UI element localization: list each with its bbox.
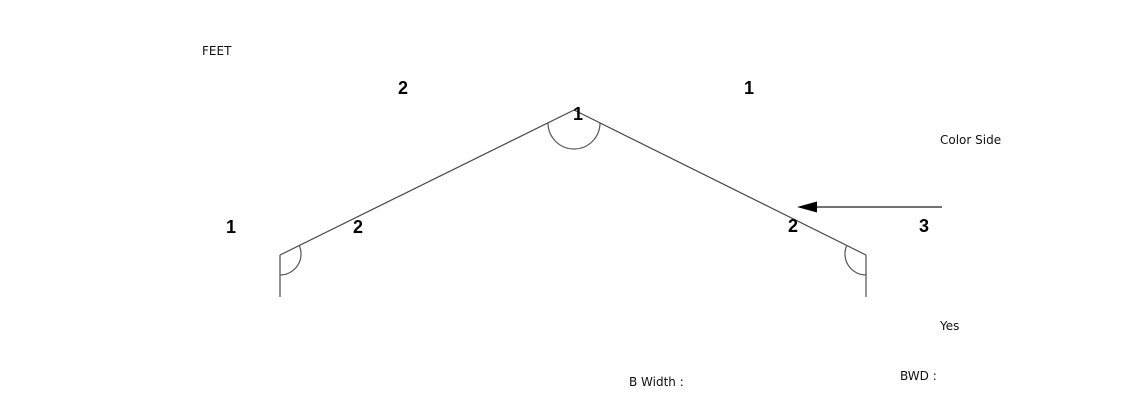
apex-angle-arc <box>547 122 601 150</box>
left-corner-angle-arc <box>279 244 302 276</box>
right-corner-angle-arc <box>844 244 867 276</box>
right-roof-slope-line <box>573 109 867 256</box>
b-width-label: B Width : <box>629 375 684 389</box>
unit-label: FEET <box>202 44 232 58</box>
color-side-arrowhead-icon <box>797 201 817 213</box>
top-right-segment-number: 1 <box>744 78 754 98</box>
arrow-number: 3 <box>919 216 929 236</box>
color-side-value: Yes <box>939 319 959 333</box>
left-inner-number: 2 <box>353 217 363 237</box>
apex-segment-number: 1 <box>573 104 583 124</box>
right-inner-number: 2 <box>788 216 798 236</box>
bwd-label: BWD : <box>900 369 937 383</box>
left-roof-slope-line <box>279 109 575 256</box>
left-outer-number: 1 <box>226 217 236 237</box>
top-left-segment-number: 2 <box>398 78 408 98</box>
color-side-label: Color Side <box>940 133 1001 147</box>
